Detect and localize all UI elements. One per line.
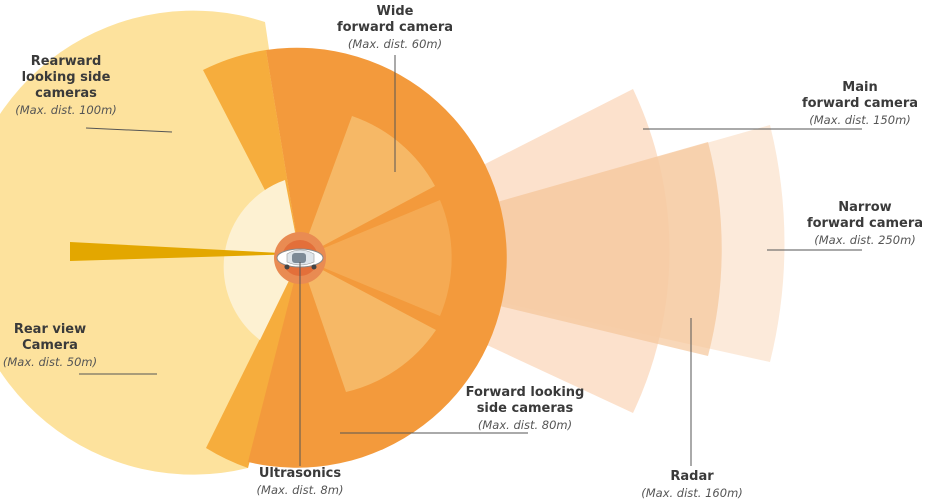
radar-wedge xyxy=(300,142,722,356)
side-camera-upper-wedge xyxy=(300,116,435,258)
label-wide-title-2: forward camera xyxy=(336,20,454,35)
label-narrow-title-1: Narrow xyxy=(838,200,892,215)
label-rearward-title-3: cameras xyxy=(35,86,97,101)
label-side-dist: (Max. dist. 80m) xyxy=(477,418,573,432)
label-main-title-1: Main xyxy=(842,80,878,95)
label-main-forward-camera: Main forward camera (Max. dist. 150m) xyxy=(795,80,925,128)
label-main-dist: (Max. dist. 150m) xyxy=(809,113,911,127)
rearward-camera-accent-lower xyxy=(206,258,300,468)
label-side-title-1: Forward looking xyxy=(465,385,585,400)
label-rearview-title-1: Rear view xyxy=(13,322,87,337)
label-rearview-dist: (Max. dist. 50m) xyxy=(2,355,98,369)
label-wide-dist: (Max. dist. 60m) xyxy=(347,37,443,51)
label-radar-title: Radar xyxy=(670,469,714,484)
label-rearward-side-cameras: Rearward looking side cameras (Max. dist… xyxy=(6,54,126,118)
label-wide-title-1: Wide xyxy=(376,4,414,19)
label-wide-forward-camera: Wide forward camera (Max. dist. 60m) xyxy=(325,4,465,52)
leader-rearward xyxy=(85,127,173,133)
label-rearview-title-2: Camera xyxy=(22,338,78,353)
label-forward-side-cameras: Forward looking side cameras (Max. dist.… xyxy=(455,385,595,433)
label-rear-view-camera: Rear view Camera (Max. dist. 50m) xyxy=(0,322,100,370)
label-narrow-dist: (Max. dist. 250m) xyxy=(814,233,916,247)
label-narrow-title-2: forward camera xyxy=(806,216,924,231)
label-ultrasonics-title: Ultrasonics xyxy=(258,466,342,481)
label-rearward-title-1: Rearward xyxy=(30,54,102,69)
label-side-title-2: side cameras xyxy=(476,401,574,416)
side-camera-lower-wedge xyxy=(300,258,436,392)
rear-view-inner-zone xyxy=(223,180,300,340)
label-rearward-title-2: looking side xyxy=(21,70,111,85)
label-radar-dist: (Max. dist. 160m) xyxy=(641,486,743,500)
label-main-title-2: forward camera xyxy=(801,96,919,111)
rear-view-strip xyxy=(70,242,300,261)
label-radar: Radar (Max. dist. 160m) xyxy=(632,469,752,501)
car-icon xyxy=(276,248,324,270)
leader-lines xyxy=(79,55,862,466)
label-rearward-dist: (Max. dist. 100m) xyxy=(15,103,117,117)
label-ultrasonics-dist: (Max. dist. 8m) xyxy=(256,483,344,497)
label-narrow-forward-camera: Narrow forward camera (Max. dist. 250m) xyxy=(800,200,930,248)
side-camera-front-zone xyxy=(300,200,452,316)
rearward-camera-coverage xyxy=(0,10,300,475)
label-ultrasonics: Ultrasonics (Max. dist. 8m) xyxy=(240,466,360,498)
